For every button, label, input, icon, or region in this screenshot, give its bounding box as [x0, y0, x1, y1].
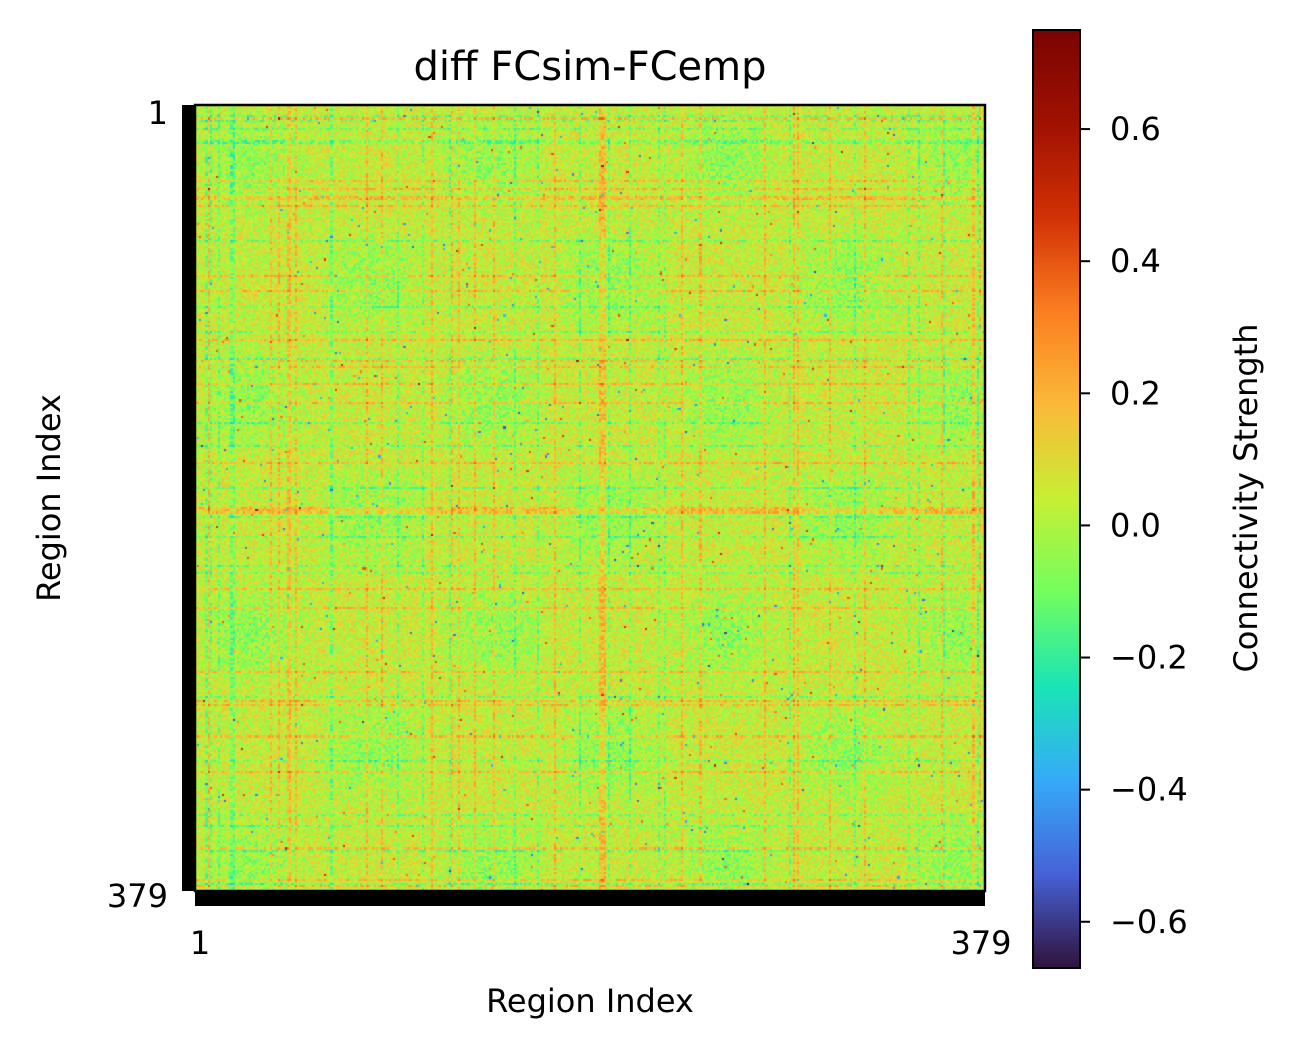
x-tick-label-left: 1 — [190, 924, 210, 962]
colorbar-tick-label: −0.4 — [1110, 771, 1188, 809]
chart-title: diff FCsim-FCemp — [414, 44, 767, 90]
x-axis-label: Region Index — [486, 982, 694, 1020]
colorbar-ticks: −0.6 −0.4 −0.2 0.0 0.2 0.4 0.6 — [1080, 110, 1188, 941]
colorbar-tick-label: 0.6 — [1110, 110, 1161, 148]
y-axis-line — [182, 105, 196, 891]
y-tick-label-top: 1 — [148, 94, 168, 132]
x-axis-line — [195, 890, 985, 906]
colorbar-label: Connectivity Strength — [1227, 323, 1265, 672]
colorbar-tick-label: −0.6 — [1110, 903, 1188, 941]
x-tick-label-right: 379 — [950, 924, 1011, 962]
heatmap-canvas — [195, 105, 985, 891]
heatmap-area — [195, 105, 985, 891]
colorbar-tick-label: 0.4 — [1110, 242, 1161, 280]
colorbar — [1032, 29, 1081, 969]
colorbar-tick-label: 0.2 — [1110, 374, 1161, 412]
y-tick-label-bottom: 379 — [107, 877, 168, 915]
colorbar-tick-label: 0.0 — [1110, 506, 1161, 544]
colorbar-tick-label: −0.2 — [1110, 639, 1188, 677]
y-axis-label: Region Index — [30, 394, 68, 602]
